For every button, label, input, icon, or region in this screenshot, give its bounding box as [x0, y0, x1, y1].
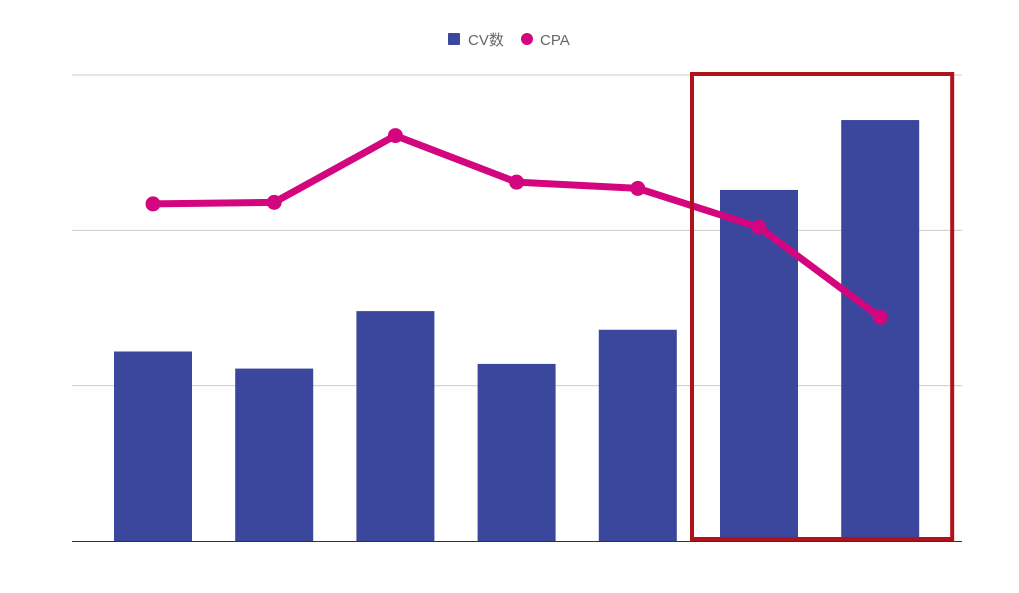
bar-cv [356, 311, 435, 541]
bar-cv [114, 351, 192, 541]
cpa-point [872, 309, 888, 325]
highlight-box [690, 72, 955, 541]
cpa-point [751, 219, 767, 235]
bar-series-cv [114, 120, 920, 542]
bar-cv [598, 329, 677, 541]
gridlines [72, 74, 962, 387]
legend-swatch-cv [448, 33, 460, 45]
bar-cv [841, 120, 920, 542]
chart-legend: CV数 CPA [448, 32, 570, 49]
cpa-point [509, 174, 525, 190]
bar-cv [235, 368, 314, 541]
legend-swatch-cpa [521, 33, 533, 45]
cpa-point [387, 128, 403, 144]
bar-cv [477, 363, 556, 541]
bar-cv [720, 189, 798, 542]
line-series-cpa [145, 128, 888, 325]
cpa-point [145, 196, 161, 212]
legend-label-cpa: CPA [540, 32, 570, 49]
legend-label-cv: CV数 [468, 32, 504, 49]
highlight-rectangle [690, 72, 955, 541]
cpa-point [630, 180, 646, 196]
cpa-point [266, 194, 282, 210]
